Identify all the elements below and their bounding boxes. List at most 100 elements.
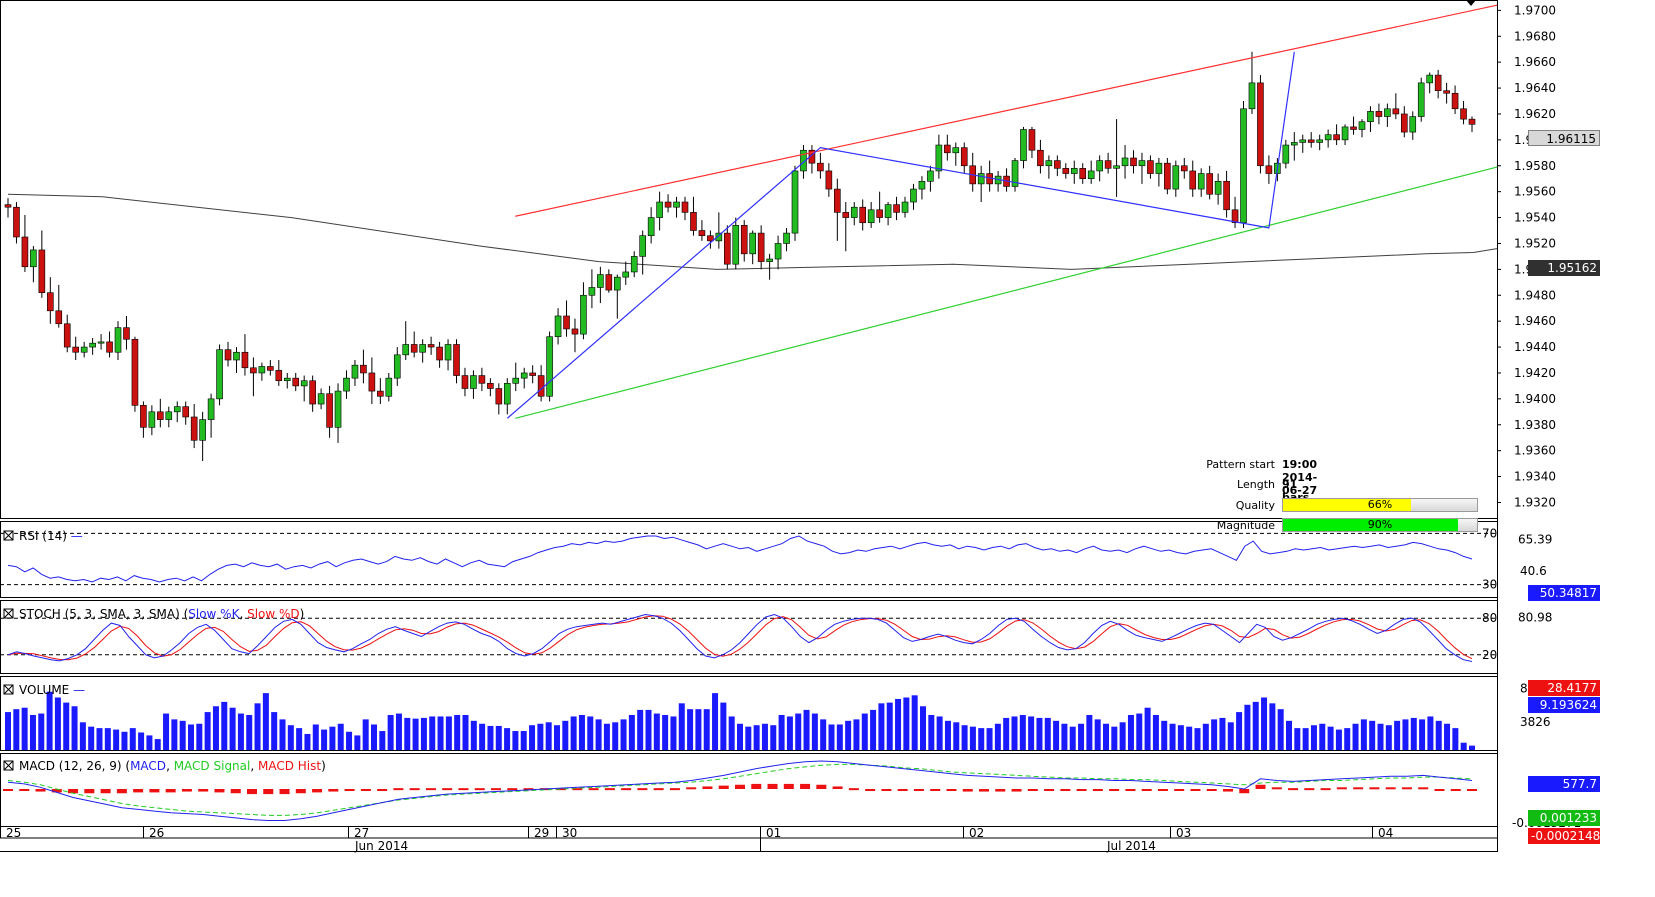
- candle-body: [1087, 170, 1095, 180]
- macd-title: MACD (12, 26, 9) (MACD, MACD Signal, MAC…: [19, 759, 326, 773]
- candle-body: [1358, 121, 1366, 130]
- candle-body: [1282, 144, 1290, 164]
- macd-hist-bar: [1434, 789, 1445, 791]
- volume-title: VOLUME —: [19, 683, 85, 697]
- volume-bar: [470, 720, 477, 750]
- candle-body: [72, 346, 79, 353]
- candle-body: [140, 405, 147, 428]
- candle-body: [436, 346, 443, 361]
- stoch-level-label: 20: [1482, 648, 1497, 662]
- volume-bar: [712, 693, 719, 750]
- candle-body: [1121, 157, 1129, 167]
- volume-bar: [1427, 716, 1434, 750]
- volume-bar: [895, 698, 902, 750]
- candle-body: [1401, 113, 1408, 133]
- volume-bar: [113, 729, 120, 750]
- macd-hist-bar: [995, 789, 1006, 792]
- volume-bar: [944, 720, 951, 750]
- volume-bar: [853, 719, 860, 750]
- candle-body: [1460, 108, 1467, 120]
- candle-body: [1180, 165, 1188, 172]
- macd-hist-bar: [556, 788, 567, 791]
- volume-bar: [379, 731, 386, 750]
- candle-body: [1054, 160, 1061, 169]
- volume-bar: [1435, 720, 1442, 750]
- candle-body: [47, 292, 54, 312]
- volume-bar: [1327, 726, 1334, 750]
- volume-bar: [96, 728, 103, 750]
- macd-hist-bar: [572, 788, 583, 791]
- price-tick-label: 1.9520: [1514, 236, 1556, 250]
- volume-bar: [21, 707, 28, 750]
- volume-bar: [928, 715, 935, 750]
- macd-hist-bar: [865, 789, 876, 791]
- volume-bar: [1310, 725, 1317, 750]
- ma-price-tag: 1.95162: [1528, 260, 1600, 276]
- candle-body: [732, 225, 740, 265]
- candle-body: [647, 217, 655, 236]
- candle-body: [817, 162, 824, 172]
- volume-bar: [262, 693, 269, 750]
- macd-hist-bar: [1288, 788, 1299, 791]
- candle-body: [292, 377, 300, 387]
- macd-hist-bar: [474, 788, 485, 791]
- macd-hist-bar: [507, 788, 518, 791]
- macd-hist-bar: [1336, 787, 1347, 790]
- volume-bar: [71, 706, 78, 750]
- volume-bar: [1177, 725, 1184, 750]
- macd-hist-bar: [133, 789, 144, 793]
- candle-body: [630, 256, 638, 273]
- candle-body: [563, 315, 570, 330]
- candle-body: [944, 144, 951, 154]
- collapse-icon-x2: [3, 684, 14, 695]
- current-price-tag: 1.96115: [1528, 130, 1600, 146]
- macd-hist-bar: [930, 789, 941, 791]
- volume-bar: [29, 715, 36, 750]
- candle-body: [571, 328, 579, 335]
- candle-body: [182, 406, 190, 418]
- candle-body: [106, 341, 113, 353]
- volume-bar: [5, 712, 11, 750]
- candle-body: [656, 201, 663, 218]
- volume-bar: [903, 697, 910, 750]
- candle-body: [13, 206, 20, 238]
- candle-body: [580, 294, 587, 335]
- volume-bar: [88, 726, 95, 750]
- day-label: 02: [969, 826, 984, 840]
- rsi-level-label: 30: [1482, 578, 1497, 592]
- volume-bar: [1261, 697, 1268, 750]
- lower-trendline: [515, 166, 1498, 419]
- candle-body: [664, 201, 672, 208]
- price-tick-label: 1.9580: [1514, 159, 1556, 173]
- candle-body: [1333, 134, 1340, 141]
- volume-bar: [578, 715, 585, 750]
- volume-bar: [1161, 720, 1168, 750]
- day-label: 29: [534, 826, 549, 840]
- candle-body: [1079, 168, 1087, 180]
- macd-hist-bar: [800, 783, 811, 789]
- candle-body: [977, 173, 985, 185]
- volume-bar: [994, 723, 1001, 750]
- volume-bar: [362, 719, 369, 750]
- volume-bar: [512, 731, 519, 750]
- candle-body: [791, 170, 799, 234]
- candle-body: [1189, 170, 1197, 190]
- volume-bar: [678, 703, 685, 750]
- macd-hist-bar: [881, 789, 892, 791]
- volume-bar: [1194, 728, 1201, 750]
- candle-body: [123, 327, 130, 340]
- macd-hist-bar: [1467, 789, 1477, 791]
- candle-body: [597, 274, 604, 288]
- volume-bar: [229, 707, 236, 750]
- macd-hist-bar: [669, 788, 680, 791]
- volume-bar: [520, 731, 527, 750]
- candle-body: [901, 201, 909, 213]
- volume-bar: [612, 722, 619, 750]
- macd-hist-bar: [1320, 788, 1331, 791]
- volume-bar: [46, 691, 53, 750]
- macd-hist-bar: [1125, 789, 1136, 791]
- candle-body: [1290, 142, 1298, 146]
- price-tick-label: 1.9700: [1514, 3, 1556, 17]
- macd-hist-bar: [68, 789, 79, 794]
- magnitude-meter-fill: [1283, 519, 1458, 531]
